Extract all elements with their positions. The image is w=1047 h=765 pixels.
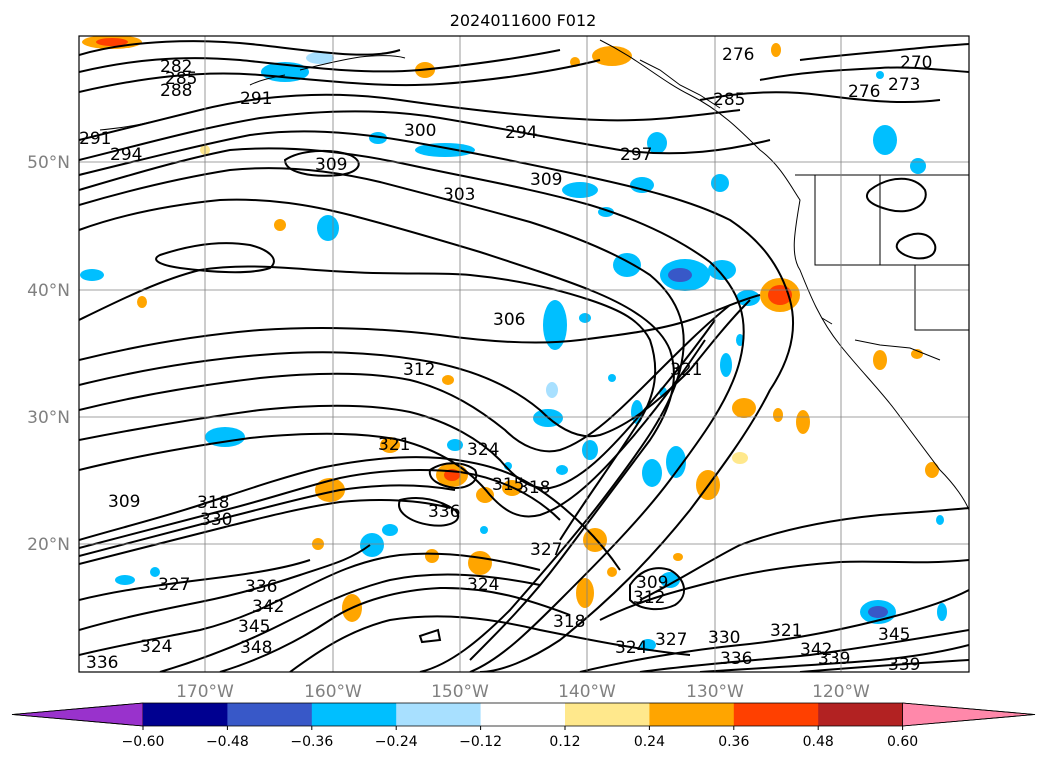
contour-label: 294 xyxy=(110,145,142,165)
lon-label: 130°W xyxy=(686,682,744,702)
contour-label: 324 xyxy=(140,637,172,657)
contour-labels: 282 285 288 291 291 294 300 294 309 297 … xyxy=(79,45,932,675)
contour-label: 336 xyxy=(428,502,460,522)
colorbar-tick-label: 0.60 xyxy=(887,734,918,750)
contour-layer xyxy=(79,40,969,672)
colorbar-segment xyxy=(818,703,904,726)
contour-label: 318 xyxy=(518,478,550,498)
contour-label: 327 xyxy=(655,630,687,650)
contour-label: 339 xyxy=(888,655,920,675)
contour-label: 336 xyxy=(720,649,752,669)
colorbar-segment xyxy=(396,703,482,726)
contour-label: 318 xyxy=(197,493,229,513)
contour-label: 345 xyxy=(878,625,910,645)
colorbar-segment xyxy=(733,703,819,726)
contour-label: 318 xyxy=(553,612,585,632)
colorbar-tick-label: −0.60 xyxy=(122,734,165,750)
contour-label: 303 xyxy=(443,185,475,205)
colorbar-extend-high xyxy=(902,702,1036,727)
colorbar-tick-label: −0.12 xyxy=(459,734,502,750)
contour-label: 336 xyxy=(86,653,118,673)
contour-label: 294 xyxy=(505,123,537,143)
colorbar-tick-label: −0.36 xyxy=(290,734,333,750)
lat-label: 20°N xyxy=(27,535,70,555)
gridlines xyxy=(79,36,969,672)
contour-label: 348 xyxy=(240,638,272,658)
contour-label: 273 xyxy=(888,75,920,95)
colorbar: −0.60 −0.48 −0.36 −0.24 −0.12 0.12 0.24 0.36 0.4… xyxy=(11,702,1036,750)
lat-label: 30°N xyxy=(27,408,70,428)
colorbar-segment xyxy=(649,703,735,726)
contour-label: 327 xyxy=(530,540,562,560)
lon-label: 170°W xyxy=(176,682,234,702)
contour-label: 312 xyxy=(403,360,435,380)
contour-label: 309 xyxy=(530,170,562,190)
lon-label: 160°W xyxy=(304,682,362,702)
colorbar-segment xyxy=(227,703,313,726)
lon-label: 150°W xyxy=(431,682,489,702)
colorbar-segment xyxy=(143,703,228,726)
contour-label: 327 xyxy=(158,575,190,595)
contour-label: 324 xyxy=(467,575,499,595)
contour-label: 306 xyxy=(493,310,525,330)
longitude-labels: 170°W 160°W 150°W 140°W 130°W 120°W xyxy=(176,682,870,702)
colorbar-tick-label: −0.48 xyxy=(206,734,249,750)
colorbar-tick-label: 0.24 xyxy=(634,734,665,750)
contour-label: 312 xyxy=(633,588,665,608)
contour-label: 315 xyxy=(492,475,524,495)
contour-label: 270 xyxy=(900,53,932,73)
contour-label: 321 xyxy=(378,435,410,455)
contour-label: 291 xyxy=(79,129,111,149)
latitude-labels: 50°N 40°N 30°N 20°N xyxy=(27,153,70,555)
contour-label: 300 xyxy=(404,121,436,141)
contour-label: 342 xyxy=(252,597,284,617)
contour-label: 291 xyxy=(240,89,272,109)
contour-label: 330 xyxy=(200,510,232,530)
contour-label: 336 xyxy=(245,577,277,597)
contour-label: 282 xyxy=(160,57,192,77)
contour-label: 276 xyxy=(848,82,880,102)
lon-label: 140°W xyxy=(558,682,616,702)
lon-label: 120°W xyxy=(812,682,870,702)
contour-label: 276 xyxy=(722,45,754,65)
contour-label: 321 xyxy=(670,360,702,380)
colorbar-segment xyxy=(311,703,397,726)
colorbar-extend-low xyxy=(11,702,144,727)
contour-label: 345 xyxy=(238,617,270,637)
lat-label: 40°N xyxy=(27,281,70,301)
contour-label: 309 xyxy=(636,573,668,593)
colorbar-tick-label: 0.48 xyxy=(803,734,834,750)
contour-label: 321 xyxy=(770,621,802,641)
contour-label: 297 xyxy=(620,145,652,165)
colorbar-tick-label: 0.12 xyxy=(549,734,580,750)
contour-label: 324 xyxy=(615,638,647,658)
map-border xyxy=(78,35,970,673)
colorbar-segment xyxy=(480,703,566,726)
colorbar-segment xyxy=(565,703,650,726)
contour-label: 285 xyxy=(165,69,197,89)
map-content: 282 285 288 291 291 294 300 294 309 297 … xyxy=(79,36,969,675)
colorbar-tick-label: 0.36 xyxy=(718,734,749,750)
contour-label: 330 xyxy=(708,628,740,648)
lat-label: 50°N xyxy=(27,153,70,173)
contour-label: 309 xyxy=(315,155,347,175)
contour-label: 309 xyxy=(108,492,140,512)
contour-label: 288 xyxy=(160,81,192,101)
figure-title: 2024011600 F012 xyxy=(450,11,597,30)
contour-label: 342 xyxy=(800,640,832,660)
contour-label: 285 xyxy=(713,90,745,110)
colorbar-tick-label: −0.24 xyxy=(375,734,418,750)
contour-label: 339 xyxy=(818,649,850,669)
contour-label: 324 xyxy=(467,440,499,460)
shading-layer xyxy=(80,36,947,651)
